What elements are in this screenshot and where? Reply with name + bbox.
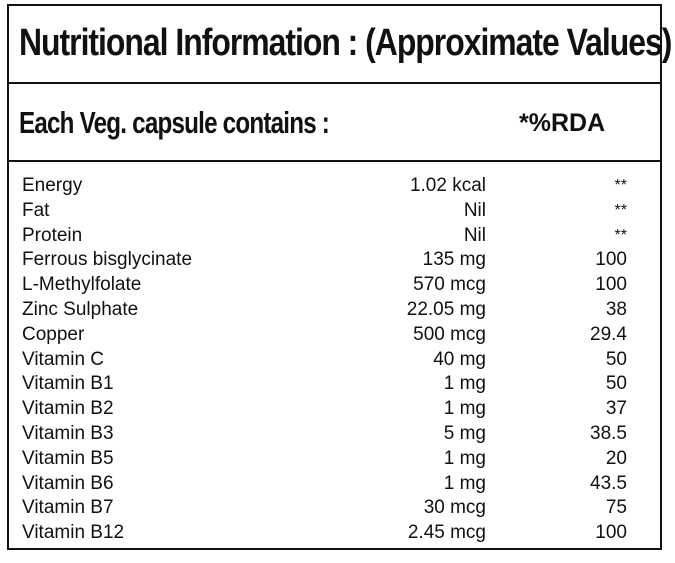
nutrient-rda: **: [614, 201, 627, 219]
nutrient-rda: 100: [595, 522, 627, 544]
list-item: Protein Nil **: [9, 224, 660, 249]
nutrient-amount: 570 mcg: [413, 274, 486, 296]
nutrient-rda: 38.5: [590, 422, 627, 444]
nutrient-amount: 1.02 kcal: [409, 175, 486, 196]
list-item: Vitamin B7 30 mcg 75: [9, 496, 660, 521]
nutrient-list: Energy 1.02 kcal ** Fat Nil ** Protein Nil ** Fer…: [9, 174, 660, 546]
nutrient-name: Vitamin B6: [22, 472, 114, 494]
serving-label: Each Veg. capsule contains :: [19, 105, 330, 140]
list-item: Vitamin B2 1 mg 37: [9, 397, 660, 422]
nutrient-rda: 75: [605, 497, 627, 519]
list-item: Vitamin B5 1 mg 20: [9, 447, 660, 472]
list-item: Energy 1.02 kcal **: [9, 174, 660, 199]
list-item: Vitamin B1 1 mg 50: [9, 372, 660, 397]
nutrient-amount: 1 mg: [443, 447, 486, 469]
nutrient-name: Energy: [22, 175, 83, 196]
nutrient-amount: 135 mg: [422, 249, 486, 271]
nutrient-amount: 1 mg: [443, 373, 486, 395]
nutrient-rda: 50: [605, 373, 627, 395]
list-item: Zinc Sulphate 22.05 mg 38: [9, 298, 660, 323]
nutrient-rda: 37: [605, 398, 627, 420]
nutrient-rda: 50: [605, 348, 627, 370]
list-item: Vitamin B3 5 mg 38.5: [9, 422, 660, 447]
list-item: L-Methylfolate 570 mcg 100: [9, 273, 660, 298]
nutrient-amount: Nil: [463, 224, 486, 246]
list-item: Copper 500 mcg 29.4: [9, 323, 660, 348]
list-item: Vitamin B12 2.45 mcg 100: [9, 521, 660, 546]
nutrient-name: Vitamin B3: [22, 422, 114, 444]
nutrient-rda: 100: [595, 249, 627, 271]
nutrient-rda: 100: [595, 274, 627, 296]
nutrient-name: Vitamin C: [22, 348, 105, 370]
nutrient-rda: **: [614, 226, 627, 244]
nutrient-name: Fat: [22, 199, 50, 221]
nutrient-amount: 500 mcg: [413, 323, 486, 345]
list-item: Vitamin C 40 mg 50: [9, 348, 660, 373]
nutrient-name: Vitamin B12: [22, 522, 125, 544]
nutrient-amount: 22.05 mg: [406, 298, 486, 320]
nutrient-rda: 43.5: [590, 472, 627, 494]
nutrient-rda: **: [614, 177, 627, 194]
nutrient-rda: 29.4: [590, 323, 627, 345]
list-item: Vitamin B6 1 mg 43.5: [9, 472, 660, 497]
title-bar: Nutritional Information : (Approximate V…: [9, 6, 672, 84]
page-title: Nutritional Information : (Approximate V…: [19, 22, 672, 64]
nutrient-name: Ferrous bisglycinate: [22, 249, 193, 271]
nutrition-panel: Nutritional Information : (Approximate V…: [7, 4, 672, 550]
list-item: Fat Nil **: [9, 199, 660, 224]
nutrient-name: Zinc Sulphate: [22, 298, 139, 320]
nutrient-amount: 1 mg: [443, 398, 486, 420]
nutrient-name: Vitamin B5: [22, 447, 114, 469]
nutrient-amount: 40 mg: [433, 348, 486, 370]
nutrient-rda: 20: [605, 447, 627, 469]
nutrient-amount: 5 mg: [443, 422, 486, 444]
nutrient-amount: Nil: [463, 199, 486, 221]
subheading-bar: Each Veg. capsule contains : *%RDA: [9, 84, 660, 162]
nutrient-name: L-Methylfolate: [22, 274, 142, 296]
nutrient-name: Copper: [22, 323, 85, 345]
nutrient-name: Protein: [22, 224, 83, 246]
nutrient-amount: 30 mcg: [423, 497, 486, 519]
nutrient-name: Vitamin B2: [22, 398, 114, 420]
nutrient-name: Vitamin B1: [22, 373, 114, 395]
nutrient-rda: 38: [605, 298, 627, 320]
list-item: Ferrous bisglycinate 135 mg 100: [9, 248, 660, 273]
nutrient-name: Vitamin B7: [22, 497, 114, 519]
nutrient-amount: 2.45 mcg: [407, 522, 486, 544]
nutrient-amount: 1 mg: [443, 472, 486, 494]
rda-column-header: *%RDA: [519, 109, 606, 137]
